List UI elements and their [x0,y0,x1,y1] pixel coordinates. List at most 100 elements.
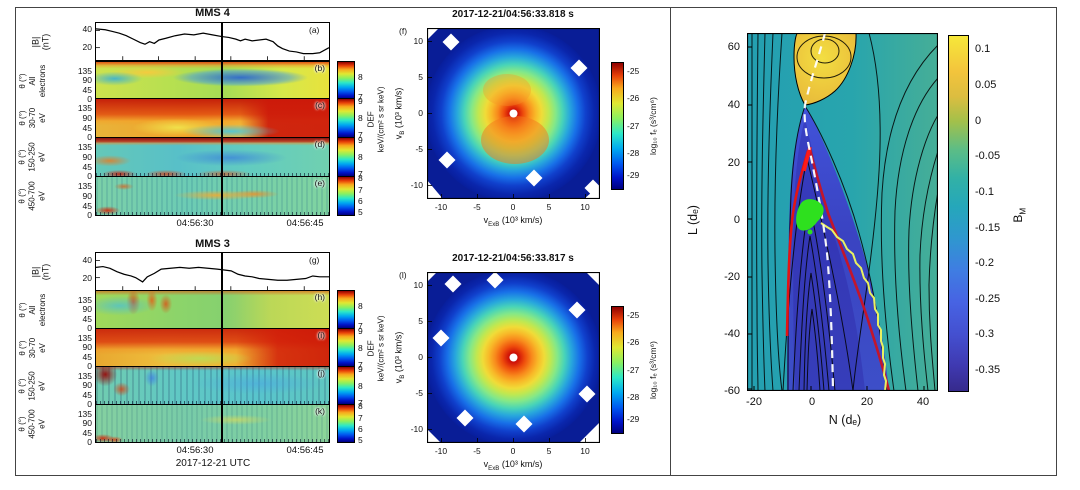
mms3-bfield-plot [95,252,330,291]
ctick: -25 [627,310,640,320]
negative-bm-wedge [787,106,889,391]
ctick: -25 [627,66,640,76]
plot-frame [427,272,600,443]
sim-plot [747,33,938,391]
dist-asymmetry [483,74,531,106]
mms4-bfield-ytick: 40 [82,24,92,34]
colorbar-e [337,176,355,216]
ctick: 0.1 [975,43,991,55]
mms3-spectrogram-150-250ev: (j) [95,366,330,405]
panel-label-c: (c) [315,100,325,110]
ytick: 90 [82,75,92,85]
ytick: -5 [415,388,423,398]
ytick: 0 [418,108,423,118]
ytick: 135 [77,103,92,113]
xtick: 5 [546,446,552,456]
xtick: 40 [916,396,930,408]
dist-f-title: 2017-12-21/04:56:33.818 s [452,9,574,20]
mms4-bfield-line-svg [95,28,330,60]
mms3-title: MMS 3 [195,238,230,250]
ytick: 135 [77,409,92,419]
ctick: 6 [358,424,363,434]
ytick: 90 [82,304,92,314]
ctick: 7 [358,92,363,102]
mms3-spect-j-ylabel: θ (°) 150-250 eV [17,370,47,401]
ctick: -28 [627,392,640,402]
red-boundary-left [785,150,810,337]
panel-label-g: (g) [309,255,320,265]
green-patch [796,199,824,231]
ytick: 135 [77,66,92,76]
ctick: 8 [358,381,363,391]
colorbar-d [337,137,355,177]
ytick: 45 [82,201,92,211]
ctick: 5 [358,435,363,445]
ytick: 90 [82,380,92,390]
ytick: 10 [413,36,423,46]
ctick: 7 [358,360,363,370]
ctick: -27 [627,121,640,131]
dist-l-xlabel: vExB (10³ km/s) [483,459,543,472]
ytick: 40 [727,99,740,111]
mms4-title: MMS 4 [195,7,230,19]
ytick: 45 [82,352,92,362]
ytick: 0 [87,399,92,409]
xtick: -5 [473,446,481,456]
ytick: 0 [87,323,92,333]
ytick: 0 [87,361,92,371]
sim-xlabel: N (dₑ) [828,413,862,427]
ctick: 5 [358,207,363,217]
ctick: -29 [627,414,640,424]
ytick: 0 [87,94,92,104]
xtick: 0 [808,396,816,408]
panel-label-f: (f) [399,26,408,36]
mms4-spectrogram-all-electrons: (b) [95,61,330,100]
dist-f-plot [427,28,600,199]
xtick: 0 [510,446,516,456]
ytick: 45 [82,314,92,324]
ytick: -60 [724,385,740,397]
ctick: 7 [358,413,363,423]
ytick: 10 [413,280,423,290]
ytick: -10 [410,424,423,434]
ctick: 8 [358,401,363,411]
mms4-spect-c-ylabel: θ (°) 30-70 eV [18,107,47,129]
ytick: 90 [82,342,92,352]
ctick: 8 [358,72,363,82]
mms4-bfield-ytick: 20 [82,42,92,52]
ctick: 7 [358,398,363,408]
dist-l-colorbar-label: log₁₀ fₑ (s³/cm⁶) [648,341,659,399]
ytick: 60 [727,41,740,53]
panel-label-i: (i) [317,330,325,340]
ctick: 7 [358,169,363,179]
xtick: -10 [434,202,448,212]
ytick: 135 [77,295,92,305]
ytick: 90 [82,113,92,123]
panel-label-b: (b) [314,63,325,73]
ytick: 5 [418,72,423,82]
mms3-spectrogram-450-700ev: (k) [95,404,330,443]
ytick: 135 [77,181,92,191]
xtick-time: 04:56:30 [176,445,214,456]
ytick: 0 [87,171,92,181]
dist-f-xlabel: vExB (10³ km/s) [483,215,543,228]
colorbar-j [337,366,355,405]
ytick: -5 [415,144,423,154]
ctick: 0.05 [975,79,997,91]
xtick: 0 [510,202,516,212]
xtick: 10 [580,202,590,212]
plot-frame [427,28,600,199]
panel-label-l: (l) [399,270,407,280]
ytick: 90 [82,152,92,162]
panel-label-k: (k) [315,406,325,416]
separatrix-dashed-line [803,33,835,391]
bfield-trace [95,265,329,283]
xtick: -10 [434,446,448,456]
ytick: 5 [418,316,423,326]
ctick: -0.2 [975,257,994,269]
mms4-spectrogram-450-700ev: (e) [95,176,330,216]
mms3-bfield-ytick: 40 [82,255,92,265]
dist-asymmetry [481,116,549,164]
ctick: -0.1 [975,186,994,198]
ctick: -26 [627,93,640,103]
